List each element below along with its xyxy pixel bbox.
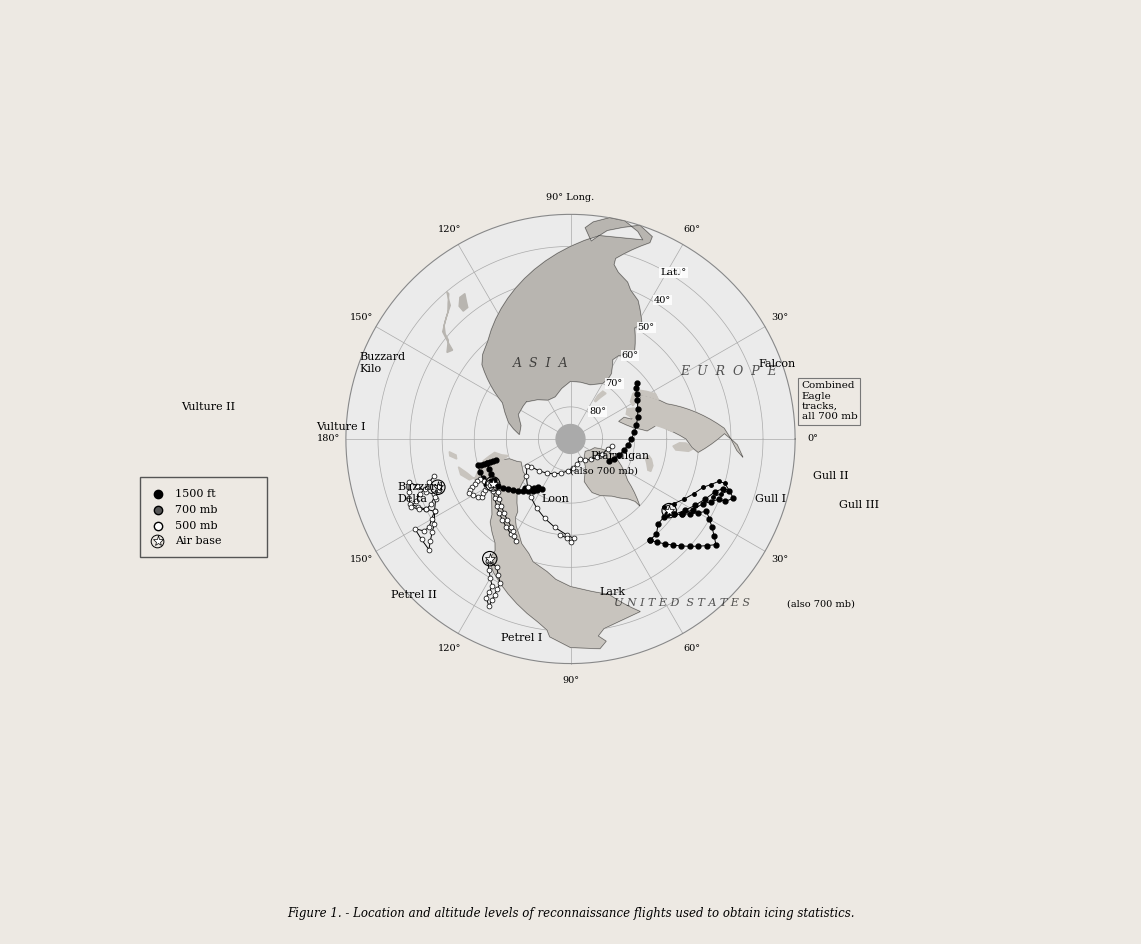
Polygon shape <box>500 368 641 510</box>
Text: 150°: 150° <box>349 555 373 565</box>
Polygon shape <box>397 265 744 613</box>
Polygon shape <box>519 388 622 490</box>
Text: 90° Long.: 90° Long. <box>547 193 594 201</box>
Text: Falcon: Falcon <box>759 359 795 369</box>
Text: Figure 1. - Location and altitude levels of reconnaissance flights used to obtai: Figure 1. - Location and altitude levels… <box>286 907 855 920</box>
Polygon shape <box>545 413 596 464</box>
Text: Air base: Air base <box>175 536 221 547</box>
Polygon shape <box>385 253 756 625</box>
Text: 700 mb: 700 mb <box>175 505 217 514</box>
Polygon shape <box>459 452 509 494</box>
Text: 120°: 120° <box>438 644 461 653</box>
Polygon shape <box>618 395 743 457</box>
Text: 500 mb: 500 mb <box>175 520 218 531</box>
Polygon shape <box>346 214 795 664</box>
Text: Loon: Loon <box>542 495 569 504</box>
Polygon shape <box>365 233 776 645</box>
Polygon shape <box>487 356 654 522</box>
Polygon shape <box>494 362 647 516</box>
Text: 80°: 80° <box>590 407 606 415</box>
Text: Combined
Eagle
tracks,
all 700 mb: Combined Eagle tracks, all 700 mb <box>801 381 857 421</box>
Polygon shape <box>358 228 783 650</box>
Text: Lat.: Lat. <box>659 268 680 278</box>
Polygon shape <box>475 343 666 535</box>
Polygon shape <box>459 294 468 312</box>
Polygon shape <box>436 304 705 574</box>
Text: 50°: 50° <box>638 323 655 332</box>
Text: Gull I: Gull I <box>755 495 786 504</box>
Text: 60°: 60° <box>683 225 699 234</box>
Polygon shape <box>404 272 737 606</box>
Text: A  S  I  A: A S I A <box>512 357 568 370</box>
Text: 60°: 60° <box>683 644 699 653</box>
Text: 90°: 90° <box>563 677 578 685</box>
Text: 0°: 0° <box>807 434 818 444</box>
Text: Lark: Lark <box>599 587 625 597</box>
Text: Ptarmigan: Ptarmigan <box>591 451 650 462</box>
Text: Petrel II: Petrel II <box>391 590 437 599</box>
Text: Gull III: Gull III <box>839 500 880 511</box>
Polygon shape <box>443 311 698 567</box>
Polygon shape <box>626 408 673 431</box>
Polygon shape <box>378 246 763 632</box>
Polygon shape <box>468 336 673 542</box>
Polygon shape <box>480 349 661 529</box>
Polygon shape <box>512 381 629 497</box>
Polygon shape <box>443 292 453 352</box>
Text: Buzzard
Delta: Buzzard Delta <box>397 482 444 504</box>
Polygon shape <box>584 447 640 506</box>
Polygon shape <box>461 329 680 548</box>
Text: Gull II: Gull II <box>814 471 849 481</box>
Polygon shape <box>564 432 577 446</box>
Polygon shape <box>416 285 725 593</box>
Text: 30°: 30° <box>771 555 788 565</box>
Text: 180°: 180° <box>317 434 340 444</box>
Polygon shape <box>450 452 456 459</box>
Polygon shape <box>630 390 658 406</box>
Text: (also 700 mb): (also 700 mb) <box>787 599 855 609</box>
Text: Vulture II: Vulture II <box>180 402 235 413</box>
FancyBboxPatch shape <box>140 477 267 557</box>
Polygon shape <box>423 292 718 586</box>
Text: 40°: 40° <box>654 295 671 305</box>
Polygon shape <box>645 456 653 471</box>
Polygon shape <box>539 407 602 471</box>
Text: E  U  R  O  P  E: E U R O P E <box>680 365 777 379</box>
Text: Vulture I: Vulture I <box>316 422 366 432</box>
Text: 150°: 150° <box>349 313 373 323</box>
Polygon shape <box>353 221 788 657</box>
Polygon shape <box>551 420 590 458</box>
Text: 120°: 120° <box>438 225 461 234</box>
Text: Petrel I: Petrel I <box>501 633 543 643</box>
Polygon shape <box>491 459 640 649</box>
Text: 30°: 30° <box>670 268 687 277</box>
Polygon shape <box>429 297 712 581</box>
Text: 30°: 30° <box>771 313 788 323</box>
Polygon shape <box>482 218 653 434</box>
Polygon shape <box>372 240 769 638</box>
Polygon shape <box>455 324 686 554</box>
Text: Buzzard
Kilo: Buzzard Kilo <box>359 352 406 374</box>
Polygon shape <box>507 375 634 503</box>
Polygon shape <box>532 400 609 478</box>
Text: 70°: 70° <box>606 379 623 388</box>
Text: (also 700 mb): (also 700 mb) <box>570 466 638 476</box>
Polygon shape <box>558 426 583 452</box>
Polygon shape <box>594 391 606 402</box>
Polygon shape <box>410 278 731 599</box>
Text: 1500 ft: 1500 ft <box>175 489 216 498</box>
Polygon shape <box>556 425 585 453</box>
Polygon shape <box>448 317 693 561</box>
Polygon shape <box>673 443 698 452</box>
Text: 60°: 60° <box>622 351 639 360</box>
Polygon shape <box>526 394 615 484</box>
Text: U N I T E D  S T A T E S: U N I T E D S T A T E S <box>614 598 750 609</box>
Polygon shape <box>391 260 750 618</box>
